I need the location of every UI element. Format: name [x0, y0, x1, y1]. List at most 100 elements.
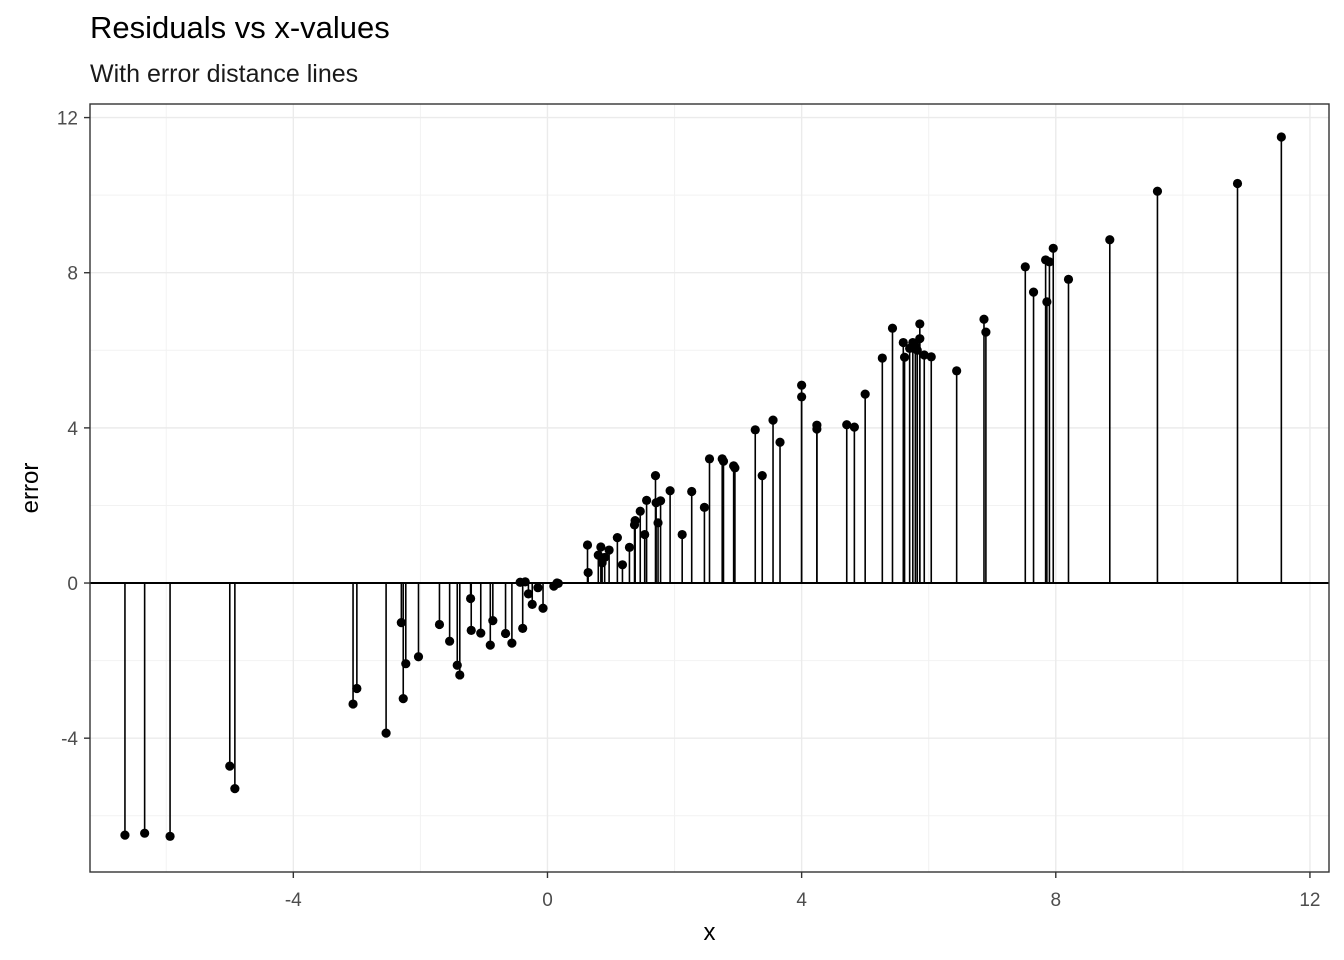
- data-point: [488, 616, 498, 626]
- data-point: [1042, 297, 1052, 307]
- data-point: [981, 327, 991, 337]
- data-point: [582, 540, 593, 550]
- data-point: [926, 352, 936, 362]
- panel-border: [89, 103, 1330, 873]
- data-point: [612, 533, 622, 543]
- data-point: [1048, 243, 1058, 253]
- data-point: [635, 506, 645, 516]
- data-point: [455, 670, 465, 680]
- data-point: [527, 599, 537, 609]
- data-point: [396, 617, 406, 628]
- data-point: [225, 761, 235, 771]
- x-axis: -4 0 4 8 12: [285, 872, 1321, 911]
- x-tick-label: 8: [1050, 890, 1061, 911]
- data-point: [877, 353, 887, 363]
- data-point: [600, 552, 610, 563]
- error-distance-lines: [124, 136, 1283, 837]
- data-point: [842, 420, 852, 430]
- data-point: [140, 828, 150, 838]
- y-tick-label: 12: [57, 109, 78, 130]
- data-point: [704, 454, 715, 464]
- data-point: [165, 831, 175, 841]
- data-point: [533, 583, 543, 593]
- data-point: [352, 683, 362, 694]
- x-tick-label: -4: [285, 890, 302, 911]
- data-point: [434, 619, 445, 630]
- x-tick-label: 12: [1299, 890, 1320, 911]
- y-axis-title: error: [17, 463, 44, 514]
- data-point: [887, 323, 898, 333]
- data-point: [730, 463, 740, 473]
- data-point: [677, 529, 687, 540]
- data-point: [466, 625, 476, 635]
- data-point: [640, 529, 650, 540]
- chart-subtitle: With error distance lines: [90, 60, 359, 88]
- data-point: [812, 424, 822, 434]
- data-point: [1276, 132, 1286, 142]
- data-point: [520, 577, 530, 587]
- data-point: [596, 542, 606, 552]
- data-point: [604, 545, 614, 555]
- data-point: [120, 830, 130, 840]
- data-point: [476, 628, 486, 638]
- data-point: [757, 470, 767, 481]
- data-point: [381, 728, 391, 738]
- data-point: [630, 515, 640, 526]
- data-point: [849, 422, 859, 432]
- data-points: [120, 132, 1286, 841]
- data-point: [912, 345, 922, 355]
- data-point: [617, 560, 628, 570]
- data-point: [655, 496, 666, 506]
- data-point: [665, 486, 675, 496]
- y-tick-label: 0: [67, 574, 78, 595]
- data-point: [1044, 257, 1055, 267]
- y-tick-label: 8: [67, 264, 78, 285]
- data-point: [583, 567, 593, 578]
- y-tick-label: 4: [67, 419, 78, 440]
- data-point: [230, 784, 240, 794]
- x-tick-label: 4: [796, 890, 807, 911]
- data-point: [768, 415, 778, 425]
- data-point: [641, 495, 652, 506]
- data-point: [445, 636, 455, 646]
- data-point: [1105, 235, 1115, 245]
- data-point: [465, 593, 476, 604]
- data-point: [398, 694, 408, 704]
- data-point: [507, 638, 517, 648]
- data-point: [860, 389, 870, 399]
- chart-title: Residuals vs x-values: [90, 10, 390, 45]
- data-point: [1232, 178, 1243, 189]
- data-point: [898, 337, 908, 348]
- data-point: [797, 380, 807, 390]
- data-point: [523, 589, 534, 599]
- data-point: [1020, 262, 1030, 272]
- data-point: [915, 319, 925, 329]
- data-point: [699, 502, 710, 512]
- data-point: [500, 628, 511, 639]
- data-point: [718, 456, 729, 466]
- data-point: [915, 334, 925, 344]
- data-point: [413, 652, 424, 662]
- data-point: [624, 542, 635, 552]
- data-point: [899, 352, 910, 362]
- data-point: [485, 640, 495, 650]
- data-point: [797, 392, 807, 402]
- data-point: [518, 623, 528, 634]
- data-point: [1028, 287, 1039, 297]
- data-point: [919, 350, 929, 360]
- data-point: [775, 437, 785, 447]
- data-point: [750, 425, 760, 435]
- data-point: [538, 603, 548, 613]
- data-point: [979, 314, 989, 324]
- data-point: [952, 366, 962, 376]
- data-point: [1152, 186, 1163, 196]
- y-axis: -4 0 4 8 12: [57, 109, 90, 750]
- x-tick-label: 0: [542, 890, 553, 911]
- data-point: [401, 659, 411, 669]
- data-point: [1063, 274, 1074, 284]
- x-axis-title: x: [704, 919, 716, 946]
- data-point: [553, 578, 563, 589]
- data-point: [687, 486, 697, 497]
- data-point: [653, 518, 663, 528]
